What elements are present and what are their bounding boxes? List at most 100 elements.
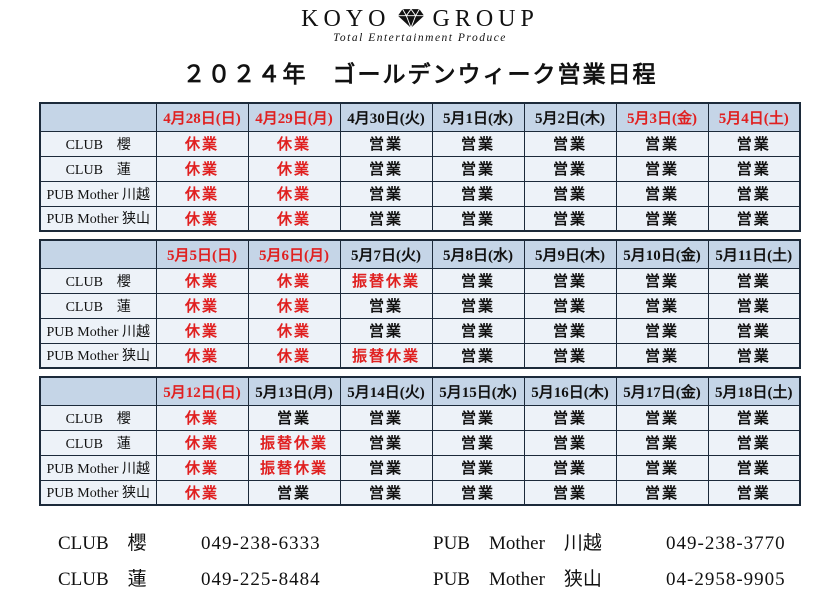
venue-label: PUB Mother 川越 [39, 454, 157, 481]
logo-tagline: Total Entertainment Produce [333, 32, 507, 45]
status-cell: 営業 [523, 454, 617, 481]
status-cell: 振替休業 [339, 342, 433, 369]
status-cell: 営業 [615, 267, 709, 294]
contact-name: CLUB 櫻 [58, 533, 147, 555]
venue-label: PUB Mother 川越 [39, 317, 157, 344]
date-header: 5月18日(土) [707, 376, 801, 406]
status-cell: 休業 [247, 342, 341, 369]
date-header: 5月6日(月) [247, 239, 341, 269]
status-cell: 営業 [707, 317, 801, 344]
status-cell: 営業 [707, 130, 801, 157]
status-cell: 営業 [707, 292, 801, 319]
date-header: 5月1日(水) [431, 102, 525, 132]
status-cell: 営業 [615, 429, 709, 456]
status-cell: 休業 [155, 454, 249, 481]
venue-row: PUB Mother 狭山 休業 休業 振替休業 営業 営業 営業 営業 [39, 342, 801, 369]
date-header: 4月29日(月) [247, 102, 341, 132]
status-cell: 営業 [615, 130, 709, 157]
status-cell: 振替休業 [339, 267, 433, 294]
status-cell: 営業 [431, 180, 525, 207]
contact-pub-mother-sayama: PUB Mother 狭山 04-2958-9905 [433, 564, 798, 591]
venue-row: CLUB 櫻休業 休業 振替休業 営業 営業 営業 営業 [39, 267, 801, 294]
date-header: 5月13日(月) [247, 376, 341, 406]
status-cell: 休業 [247, 267, 341, 294]
date-header: 5月4日(土) [707, 102, 801, 132]
status-cell: 振替休業 [247, 429, 341, 456]
status-cell: 営業 [707, 180, 801, 207]
status-cell: 営業 [707, 404, 801, 431]
venue-label: CLUB 蓮 [39, 429, 157, 456]
status-cell: 休業 [155, 479, 249, 506]
venue-label: CLUB 櫻 [39, 404, 157, 431]
venue-row: CLUB 櫻休業 営業 営業 営業 営業 営業 営業 [39, 404, 801, 431]
status-cell: 休業 [155, 317, 249, 344]
corner-cell [39, 239, 157, 269]
status-cell: 営業 [339, 205, 433, 232]
status-cell: 休業 [155, 267, 249, 294]
contact-name: PUB Mother 川越 [433, 533, 602, 555]
status-cell: 営業 [431, 267, 525, 294]
status-cell: 営業 [523, 292, 617, 319]
status-cell: 営業 [339, 130, 433, 157]
status-cell: 営業 [707, 342, 801, 369]
date-header: 4月28日(日) [155, 102, 249, 132]
venue-row: PUB Mother 狭山 休業 営業 営業 営業 営業 営業 営業 [39, 479, 801, 506]
status-cell: 休業 [155, 155, 249, 182]
status-cell: 休業 [247, 205, 341, 232]
status-cell: 営業 [707, 429, 801, 456]
venue-label: PUB Mother 狭山 [39, 205, 157, 232]
status-cell: 営業 [615, 342, 709, 369]
schedule-table: 5月5日(日) 5月6日(月) 5月7日(火) 5月8日(水) 5月9日(木) 5月10日… [39, 239, 801, 370]
schedule-table: 4月28日(日) 4月29日(月) 4月30日(火) 5月1日(水) 5月2日(木) 5月… [39, 102, 801, 233]
status-cell: 営業 [523, 205, 617, 232]
venue-label: CLUB 蓮 [39, 292, 157, 319]
status-cell: 営業 [707, 155, 801, 182]
status-cell: 営業 [615, 404, 709, 431]
venue-row: PUB Mother 川越 休業 振替休業 営業 営業 営業 営業 営業 [39, 454, 801, 481]
venue-label: CLUB 櫻 [39, 267, 157, 294]
venue-label: CLUB 蓮 [39, 155, 157, 182]
status-cell: 休業 [155, 205, 249, 232]
status-cell: 振替休業 [247, 454, 341, 481]
contact-phone: 049-238-6333 [201, 533, 321, 555]
status-cell: 営業 [431, 292, 525, 319]
status-cell: 休業 [247, 130, 341, 157]
status-cell: 営業 [339, 317, 433, 344]
date-header: 5月3日(金) [615, 102, 709, 132]
date-header: 5月11日(土) [707, 239, 801, 269]
status-cell: 営業 [707, 205, 801, 232]
venue-row: PUB Mother 狭山 休業 休業 営業 営業 営業 営業 営業 [39, 205, 801, 232]
status-cell: 休業 [155, 342, 249, 369]
status-cell: 営業 [523, 342, 617, 369]
status-cell: 営業 [615, 205, 709, 232]
status-cell: 営業 [615, 479, 709, 506]
contact-phone: 04-2958-9905 [666, 569, 786, 591]
status-cell: 営業 [339, 292, 433, 319]
diamond-gem-icon [397, 8, 425, 30]
status-cell: 営業 [431, 155, 525, 182]
status-cell: 営業 [523, 429, 617, 456]
corner-cell [39, 102, 157, 132]
status-cell: 休業 [155, 130, 249, 157]
date-header: 5月16日(木) [523, 376, 617, 406]
status-cell: 営業 [523, 317, 617, 344]
date-header: 5月17日(金) [615, 376, 709, 406]
contact-name: PUB Mother 狭山 [433, 569, 602, 591]
date-header: 5月7日(火) [339, 239, 433, 269]
venue-row: CLUB 蓮休業 休業 営業 営業 営業 営業 営業 [39, 292, 801, 319]
status-cell: 営業 [523, 479, 617, 506]
venue-row: PUB Mother 川越 休業 休業 営業 営業 営業 営業 営業 [39, 317, 801, 344]
status-cell: 営業 [523, 130, 617, 157]
venue-label: PUB Mother 狭山 [39, 342, 157, 369]
status-cell: 営業 [431, 429, 525, 456]
venue-label: PUB Mother 狭山 [39, 479, 157, 506]
status-cell: 営業 [431, 130, 525, 157]
schedule-table-week1: 4月28日(日) 4月29日(月) 4月30日(火) 5月1日(水) 5月2日(木) 5月… [39, 102, 801, 233]
date-header: 5月14日(火) [339, 376, 433, 406]
schedule-table-week3: 5月12日(日) 5月13日(月) 5月14日(火) 5月15日(水) 5月16日(木)… [39, 376, 801, 507]
status-cell: 営業 [431, 342, 525, 369]
status-cell: 営業 [523, 180, 617, 207]
venue-label: CLUB 櫻 [39, 130, 157, 157]
logo-wordmark: KOYO GROUP [0, 6, 840, 32]
status-cell: 営業 [523, 267, 617, 294]
